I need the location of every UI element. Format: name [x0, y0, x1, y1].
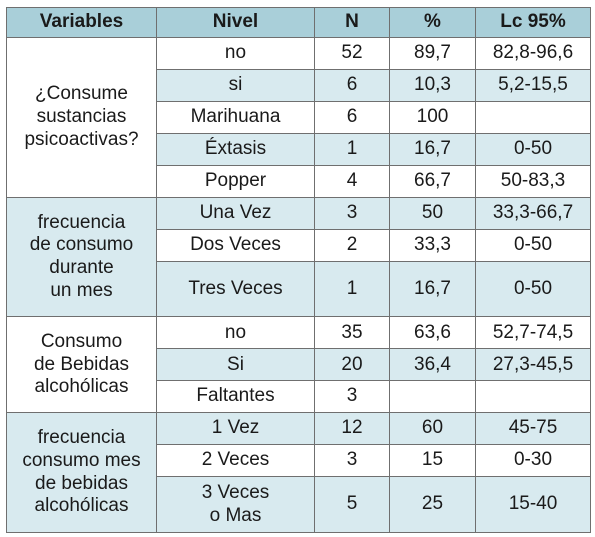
percent-cell: 25 — [389, 476, 476, 533]
percent-cell: 16,7 — [389, 260, 476, 318]
lc-cell: 0-50 — [475, 132, 591, 166]
variable-cell: Consumo de Bebidas alcohólicas — [6, 316, 157, 414]
n-cell: 4 — [314, 164, 390, 198]
lc-cell: 27,3-45,5 — [475, 348, 591, 382]
table-row: Tres Veces 1 16,7 0-50 — [7, 260, 591, 318]
nivel-cell: 1 Vez — [156, 412, 315, 446]
header-row: Variables Nivel N % Lc 95% — [6, 7, 591, 38]
lc-cell: 33,3-66,7 — [475, 196, 591, 230]
lc-cell: 5,2-15,5 — [475, 68, 591, 102]
n-cell: 3 — [314, 444, 390, 478]
variable-cell: frecuencia de consumo durante un mes — [6, 196, 157, 318]
nivel-cell: no — [156, 316, 315, 350]
percent-cell: 89,7 — [389, 37, 476, 70]
table-row: 2 Veces 3 15 0-30 — [7, 444, 591, 478]
variable-cell: ¿Consume sustancias psicoactivas? — [6, 37, 157, 198]
percent-cell: 10,3 — [389, 68, 476, 102]
table-row: Marihuana 6 100 — [7, 100, 591, 134]
table-row: si 6 10,3 5,2-15,5 — [7, 68, 591, 102]
lc-cell: 82,8-96,6 — [475, 37, 591, 70]
variable-cell: frecuencia consumo mes de bebidas alcohó… — [6, 412, 157, 533]
nivel-cell: Faltantes — [156, 380, 315, 414]
n-cell: 3 — [314, 196, 390, 230]
n-cell: 2 — [314, 228, 390, 262]
lc-cell: 15-40 — [475, 476, 591, 533]
results-table: Variables Nivel N % Lc 95% ¿Consume sust… — [6, 7, 591, 533]
table-row: Éxtasis 1 16,7 0-50 — [7, 132, 591, 166]
table-row: Popper 4 66,7 50-83,3 — [7, 164, 591, 198]
nivel-cell: 3 Veces o Mas — [156, 476, 315, 533]
lc-cell — [475, 380, 591, 414]
lc-cell: 45-75 — [475, 412, 591, 446]
percent-cell: 36,4 — [389, 348, 476, 382]
nivel-cell: Una Vez — [156, 196, 315, 230]
n-cell: 20 — [314, 348, 390, 382]
percent-cell: 50 — [389, 196, 476, 230]
table-row: ¿Consume sustancias psicoactivas? no 52 … — [6, 37, 591, 198]
percent-cell: 100 — [389, 100, 476, 134]
n-cell: 52 — [314, 37, 390, 70]
n-cell: 6 — [314, 68, 390, 102]
nivel-cell: 2 Veces — [156, 444, 315, 478]
lc-cell: 0-50 — [475, 228, 591, 262]
nivel-cell: no — [156, 37, 315, 70]
n-cell: 1 — [314, 260, 390, 318]
table-row: Consumo de Bebidas alcohólicas no 35 63,… — [6, 316, 591, 414]
n-cell: 12 — [314, 412, 390, 446]
percent-cell: 66,7 — [389, 164, 476, 198]
percent-cell: 15 — [389, 444, 476, 478]
table-row: Dos Veces 2 33,3 0-50 — [7, 228, 591, 262]
header-lc95: Lc 95% — [475, 7, 591, 38]
header-variables: Variables — [6, 7, 157, 38]
percent-cell: 60 — [389, 412, 476, 446]
nivel-cell: Si — [156, 348, 315, 382]
nivel-cell: Dos Veces — [156, 228, 315, 262]
n-cell: 3 — [314, 380, 390, 414]
header-nivel: Nivel — [156, 7, 315, 38]
lc-cell: 0-30 — [475, 444, 591, 478]
n-cell: 1 — [314, 132, 390, 166]
table-row: 3 Veces o Mas 5 25 15-40 — [7, 476, 591, 533]
nivel-cell: Éxtasis — [156, 132, 315, 166]
lc-cell: 0-50 — [475, 260, 591, 318]
table-row: frecuencia de consumo durante un mes Una… — [6, 196, 591, 318]
percent-cell: 16,7 — [389, 132, 476, 166]
n-cell: 6 — [314, 100, 390, 134]
percent-cell — [389, 380, 476, 414]
lc-cell: 50-83,3 — [475, 164, 591, 198]
percent-cell: 63,6 — [389, 316, 476, 350]
table-row: Si 20 36,4 27,3-45,5 — [7, 348, 591, 382]
n-cell: 35 — [314, 316, 390, 350]
header-n: N — [314, 7, 390, 38]
n-cell: 5 — [314, 476, 390, 533]
header-percent: % — [389, 7, 476, 38]
lc-cell — [475, 100, 591, 134]
table-row: frecuencia consumo mes de bebidas alcohó… — [6, 412, 591, 533]
nivel-cell: Tres Veces — [156, 260, 315, 318]
table-row: Faltantes 3 — [7, 380, 591, 414]
lc-cell: 52,7-74,5 — [475, 316, 591, 350]
nivel-cell: Marihuana — [156, 100, 315, 134]
percent-cell: 33,3 — [389, 228, 476, 262]
nivel-cell: si — [156, 68, 315, 102]
nivel-cell: Popper — [156, 164, 315, 198]
